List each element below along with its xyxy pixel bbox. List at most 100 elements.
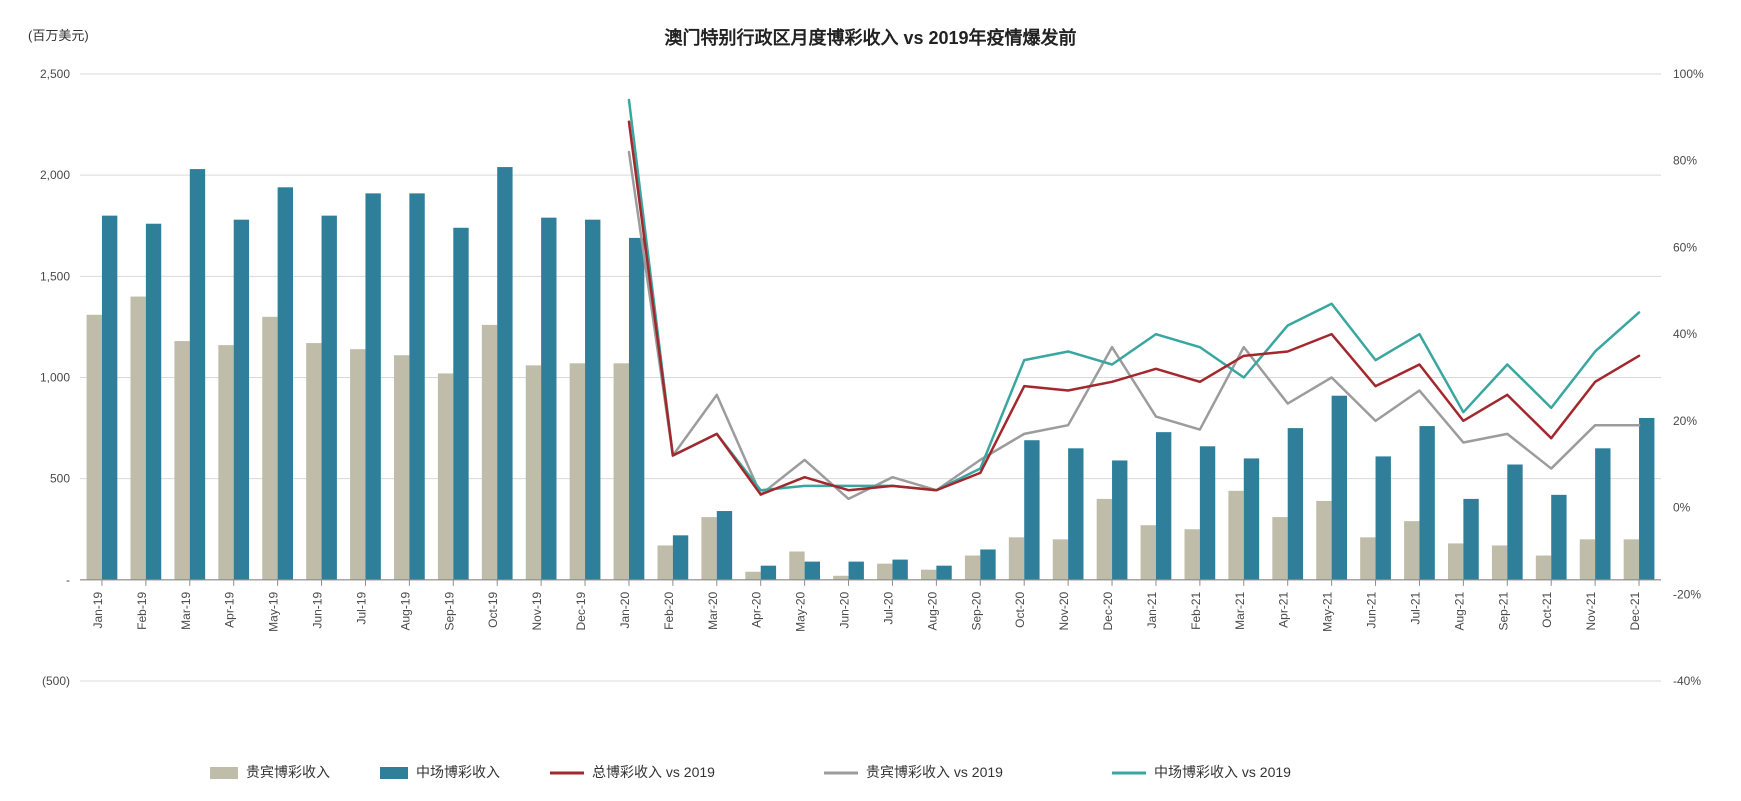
x-tick-label: Sep-20 [969,592,983,631]
x-tick-label: Jan-21 [1145,592,1159,629]
vip-bar [1624,539,1639,579]
x-tick-label: Sep-21 [1496,592,1510,631]
vip-bar [394,355,409,580]
mass-bar [1507,465,1522,580]
vip-bar [1053,539,1068,579]
vip-bar [1360,537,1375,579]
mass-bar [453,228,468,580]
vip-bar [921,570,936,580]
mass-bar [1376,456,1391,579]
x-tick-label: Feb-19 [135,592,149,630]
mass-bar [629,238,644,580]
x-tick-label: Feb-21 [1189,592,1203,630]
legend-label: 贵宾博彩收入 vs 2019 [866,764,1003,780]
mass-bar [1068,448,1083,580]
y2-tick-label: 40% [1673,327,1697,341]
mass-bar [717,511,732,580]
mass-bar [761,566,776,580]
chart-svg: (500)-5001,0001,5002,0002,500-40%-20%0%2… [0,0,1741,801]
x-tick-label: Jul-19 [354,592,368,625]
x-tick-label: Jul-21 [1408,592,1422,625]
y2-tick-label: -40% [1673,674,1701,688]
y1-tick-label: 2,500 [40,67,70,81]
mass-bar [497,167,512,580]
x-tick-label: May-19 [267,592,281,632]
x-tick-label: Nov-19 [530,592,544,631]
vip-bar [1580,539,1595,579]
macau-ggr-chart: { "chart": { "type": "bar+line", "width"… [0,0,1741,801]
mass-bar [102,216,117,580]
legend-label: 贵宾博彩收入 [246,764,330,780]
y2-tick-label: 20% [1673,414,1697,428]
mass-bar [1024,440,1039,580]
vip-bar [350,349,365,580]
vip-bar [87,315,102,580]
vip-bar [1316,501,1331,580]
vip-bar [1492,545,1507,579]
x-tick-label: Apr-20 [750,592,764,628]
x-tick-label: Oct-20 [1013,592,1027,628]
x-tick-label: Jun-19 [311,592,325,629]
vip-bar [1141,525,1156,580]
vip-bar [131,297,146,580]
vip-bar [1448,543,1463,579]
y1-tick-label: 500 [50,472,70,486]
mass-bar [1288,428,1303,580]
y1-tick-label: 2,000 [40,168,70,182]
mass-bar [673,535,688,580]
x-tick-label: Apr-19 [223,592,237,628]
x-tick-label: Nov-20 [1057,592,1071,631]
x-tick-label: Jun-20 [838,592,852,629]
vip-bar [701,517,716,580]
x-tick-label: Jan-20 [618,592,632,629]
mass-bar [541,218,556,580]
vip-bar [833,576,848,580]
x-tick-label: Dec-19 [574,592,588,631]
mass-bar [585,220,600,580]
x-tick-label: Mar-21 [1233,592,1247,630]
y2-tick-label: -20% [1673,587,1701,601]
y2-tick-label: 80% [1673,154,1697,168]
mass-bar [365,193,380,579]
mass-bar [146,224,161,580]
vip-bar [570,363,585,579]
y1-tick-label: 1,000 [40,371,70,385]
y1-tick-label: - [66,573,70,587]
mass-bar [234,220,249,580]
mass-bar [1595,448,1610,580]
vip-bar [1228,491,1243,580]
x-tick-label: Dec-20 [1101,592,1115,631]
x-tick-label: Apr-21 [1277,592,1291,628]
vip-bar [877,564,892,580]
x-tick-label: May-21 [1321,592,1335,632]
chart-title: 澳门特别行政区月度博彩收入 vs 2019年疫情爆发前 [664,27,1076,48]
mass-bar [980,549,995,579]
mass-bar [409,193,424,579]
mass-bar [1200,446,1215,580]
mass-line [629,100,1639,490]
mass-bar [936,566,951,580]
x-tick-label: Dec-21 [1628,592,1642,631]
vip-bar [1272,517,1287,580]
y1-tick-label: 1,500 [40,269,70,283]
vip-bar [658,545,673,579]
legend: 贵宾博彩收入中场博彩收入总博彩收入 vs 2019贵宾博彩收入 vs 2019中… [210,764,1291,780]
unit-label: (百万美元) [28,28,89,43]
vip-bar [438,373,453,579]
mass-bar [278,187,293,580]
x-tick-label: Jan-19 [91,592,105,629]
mass-bar [805,562,820,580]
legend-label: 总博彩收入 vs 2019 [592,764,715,780]
x-tick-label: Feb-20 [662,592,676,630]
x-tick-label: Jul-20 [881,592,895,625]
mass-bar [1419,426,1434,580]
legend-label: 中场博彩收入 vs 2019 [1154,764,1291,780]
x-tick-label: Jun-21 [1365,592,1379,629]
mass-bar [190,169,205,580]
vip-bar [745,572,760,580]
mass-bar [322,216,337,580]
mass-bar [1639,418,1654,580]
vip-bar [614,363,629,579]
mass-bar [1112,460,1127,579]
legend-swatch [210,767,238,779]
